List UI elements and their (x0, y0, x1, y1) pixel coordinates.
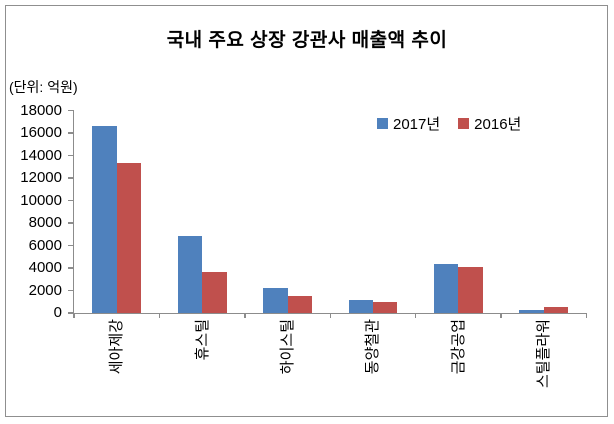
x-axis-tick (500, 313, 502, 318)
bar-2017년-하이스틸 (263, 288, 288, 313)
legend-swatch-2017 (377, 118, 388, 129)
legend-label-2017: 2017년 (393, 116, 441, 133)
bar-2016년-동양철관 (372, 301, 398, 313)
x-axis-tick (329, 313, 331, 318)
bar-2017년-금강공업 (433, 263, 459, 313)
category-label-스틸플라워: 스틸플라워 (535, 319, 553, 389)
legend: 2017년 2016년 (377, 113, 521, 134)
bar-2017년-휴스틸 (177, 235, 203, 313)
y-axis-tick (68, 199, 74, 202)
y-axis-label: 6000 (28, 236, 62, 254)
bar-2016년-휴스틸 (202, 271, 227, 313)
category-label-휴스틸: 휴스틸 (193, 319, 211, 361)
y-axis-tick (68, 109, 74, 112)
x-axis-tick (414, 313, 417, 318)
legend-label-2016: 2016년 (474, 116, 522, 133)
legend-item-2017: 2017년 (377, 113, 440, 134)
y-axis-tick (68, 244, 74, 247)
bar-2016년-하이스틸 (287, 296, 312, 313)
y-axis-tick (68, 267, 74, 269)
y-axis-tick (68, 289, 74, 292)
legend-item-2016: 2016년 (458, 113, 521, 134)
y-axis-label: 10000 (20, 191, 62, 209)
bar-2017년-동양철관 (348, 299, 373, 313)
y-axis-label: 0 (53, 304, 62, 321)
legend-swatch-2016 (458, 118, 470, 129)
y-axis-label: 14000 (20, 146, 62, 164)
y-axis-label: 18000 (20, 101, 62, 119)
y-axis-tick (68, 222, 74, 224)
bar-2016년-세아제강 (116, 163, 142, 313)
bar-2016년-스틸플라워 (543, 306, 569, 313)
bar-2016년-금강공업 (458, 267, 483, 313)
bar-2017년-스틸플라워 (519, 310, 544, 313)
y-axis-tick (68, 177, 74, 179)
x-axis-tick (158, 313, 161, 318)
y-axis-tick (68, 312, 74, 314)
bar-2017년-세아제강 (92, 126, 117, 313)
x-axis-tick (244, 313, 246, 318)
y-axis-tick (68, 132, 74, 134)
y-axis-label: 12000 (20, 169, 62, 186)
chart-title: 국내 주요 상장 강관사 매출액 추이 (166, 30, 448, 51)
category-label-금강공업: 금강공업 (449, 319, 467, 375)
category-label-세아제강: 세아제강 (108, 319, 126, 375)
y-axis-label: 16000 (20, 124, 62, 141)
y-axis-line (73, 110, 75, 313)
x-axis-tick (585, 313, 588, 318)
y-axis-label: 4000 (28, 259, 62, 276)
y-axis-label: 2000 (28, 281, 62, 299)
x-axis-tick (73, 313, 75, 318)
y-axis-tick (68, 154, 74, 157)
y-axis-label: 8000 (28, 214, 62, 231)
category-label-동양철관: 동양철관 (364, 319, 382, 375)
category-label-하이스틸: 하이스틸 (279, 319, 297, 375)
unit-label: (단위: 억원) (9, 79, 78, 95)
